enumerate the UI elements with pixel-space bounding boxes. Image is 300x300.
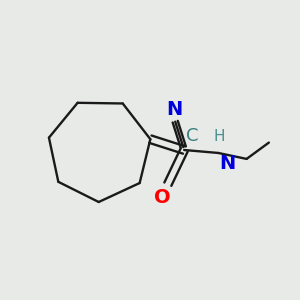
Text: C: C	[186, 127, 199, 145]
Text: N: N	[219, 154, 236, 173]
Text: H: H	[213, 129, 225, 144]
Text: N: N	[167, 100, 183, 119]
Text: O: O	[154, 188, 171, 207]
